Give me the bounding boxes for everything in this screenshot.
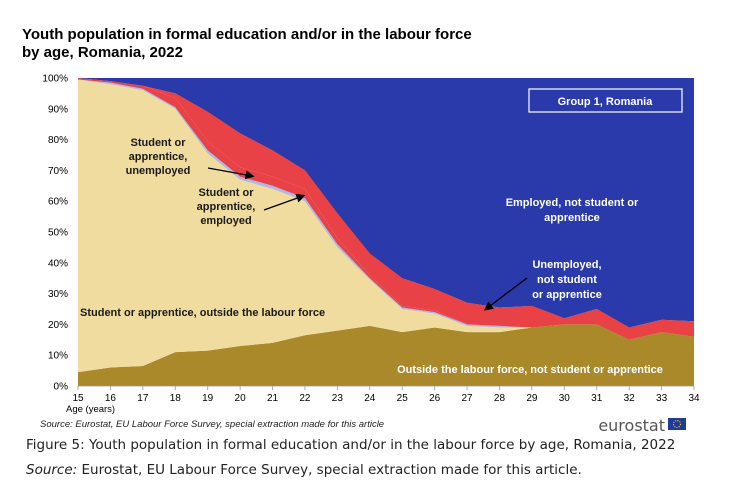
x-tick-label: 29 xyxy=(526,393,538,404)
x-axis: 15 16 17 18 19 20 21 22 23 24 25 26 27 28 29 30 31 32 33 34 xyxy=(72,385,700,404)
label-student-unemployed-1: Student or xyxy=(131,137,187,149)
x-tick-label: 20 xyxy=(235,393,247,404)
x-axis-label: Age (years) xyxy=(66,404,115,415)
y-tick-label: 70% xyxy=(48,166,68,177)
chart-title-line1: Youth population in formal education and… xyxy=(22,26,472,43)
x-tick-label: 31 xyxy=(591,393,603,404)
label-student-employed-3: employed xyxy=(200,215,251,227)
eurostat-logo-text: eurostat xyxy=(598,416,665,435)
area-employed-not-student-or-apprentice xyxy=(78,78,694,328)
y-tick-label: 0% xyxy=(54,382,69,393)
x-tick-label: 16 xyxy=(105,393,117,404)
area-unemployed-not-student-or-apprentice xyxy=(78,78,694,340)
x-tick-label: 28 xyxy=(494,393,506,404)
arrow-unemployed xyxy=(483,277,528,311)
label-outside-lf: Outside the labour force, not student or… xyxy=(397,364,663,376)
y-tick-label: 60% xyxy=(48,197,68,208)
x-tick-label: 32 xyxy=(624,393,636,404)
group-legend-text: Group 1, Romania xyxy=(558,96,654,108)
x-tick-label: 18 xyxy=(170,393,182,404)
x-tick-label: 30 xyxy=(559,393,571,404)
y-tick-label: 80% xyxy=(48,135,68,146)
area-student-or-apprentice-outside-the-labour-force xyxy=(78,79,694,373)
area-layers xyxy=(78,78,694,386)
y-tick-label: 90% xyxy=(48,104,68,115)
eu-flag-icon xyxy=(668,418,686,430)
y-tick-label: 50% xyxy=(48,228,68,239)
label-student-employed-1: Student or xyxy=(199,187,255,199)
arrow-student-unemployed xyxy=(207,167,255,180)
eu-flag-stars-icon xyxy=(673,420,681,428)
y-tick-label: 20% xyxy=(48,320,68,331)
y-tick-label: 40% xyxy=(48,258,68,269)
chart-source: Source: Eurostat, EU Labour Force Survey… xyxy=(40,419,384,430)
x-tick-label: 17 xyxy=(137,393,149,404)
area-outside-the-labour-force-not-student-or-apprentice xyxy=(78,324,694,386)
y-axis: 0% 10% 20% 30% 40% 50% 60% 70% 80% 90% 100% xyxy=(42,74,68,393)
chart-title-line2: by age, Romania, 2022 xyxy=(22,44,183,61)
group-legend-box xyxy=(528,88,683,113)
x-tick-label: 15 xyxy=(72,393,84,404)
arrow-student-employed xyxy=(263,193,306,211)
label-unemployed-1: Unemployed, xyxy=(532,259,601,271)
x-tick-label: 25 xyxy=(397,393,409,404)
x-tick-label: 19 xyxy=(202,393,214,404)
label-employed-1: Employed, not student or xyxy=(506,197,639,209)
x-tick-label: 24 xyxy=(364,393,376,404)
x-tick-label: 22 xyxy=(299,393,311,404)
y-tick-label: 10% xyxy=(48,351,68,362)
label-employed-2: apprentice xyxy=(544,212,600,224)
figure-source-prefix: Source: xyxy=(26,462,78,478)
figure-caption: Figure 5: Youth population in formal edu… xyxy=(26,437,676,453)
x-tick-label: 27 xyxy=(461,393,473,404)
figure-source-text: Eurostat, EU Labour Force Survey, specia… xyxy=(77,462,582,478)
label-unemployed-3: or apprentice xyxy=(532,289,602,301)
label-student-employed-2: apprentice, xyxy=(197,201,256,213)
x-tick-label: 21 xyxy=(267,393,279,404)
x-tick-label: 23 xyxy=(332,393,344,404)
label-student-unemployed-3: unemployed xyxy=(126,165,191,177)
y-tick-label: 30% xyxy=(48,289,68,300)
y-tick-label: 100% xyxy=(42,74,68,85)
x-tick-label: 26 xyxy=(429,393,441,404)
label-student-outside: Student or apprentice, outside the labou… xyxy=(80,307,325,319)
figure-source: Source: Eurostat, EU Labour Force Survey… xyxy=(26,462,582,478)
x-tick-label: 34 xyxy=(688,393,700,404)
x-tick-label: 33 xyxy=(656,393,668,404)
label-unemployed-2: not student xyxy=(537,274,597,286)
label-student-unemployed-2: apprentice, xyxy=(129,151,188,163)
